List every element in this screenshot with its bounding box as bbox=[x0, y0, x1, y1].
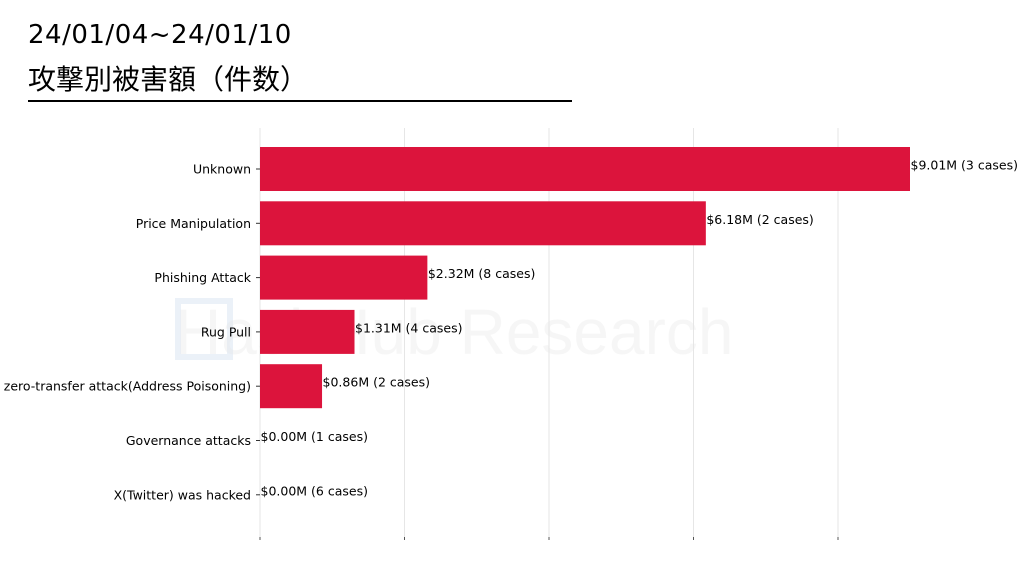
bar-3 bbox=[260, 309, 355, 354]
data-label-6: $0.00M (6 cases) bbox=[261, 483, 368, 498]
data-label-1: $6.18M (2 cases) bbox=[706, 212, 813, 227]
bar-4 bbox=[260, 364, 323, 409]
category-label-6: X(Twitter) was hacked bbox=[114, 487, 251, 502]
category-label-4: zero-transfer attack(Address Poisoning) bbox=[4, 379, 251, 394]
bar-2 bbox=[260, 255, 428, 300]
category-label-2: Phishing Attack bbox=[154, 270, 251, 285]
category-label-5: Governance attacks bbox=[126, 433, 251, 448]
category-label-3: Rug Pull bbox=[201, 324, 251, 339]
chart-title: 攻撃別被害額（件数） bbox=[28, 63, 309, 96]
data-label-0: $9.01M (3 cases) bbox=[911, 158, 1018, 173]
title-underline bbox=[28, 100, 572, 102]
category-label-1: Price Manipulation bbox=[136, 216, 251, 231]
bar-1 bbox=[260, 201, 706, 246]
bar-0 bbox=[260, 147, 910, 191]
date-range-title: 24/01/04~24/01/10 bbox=[28, 20, 292, 50]
data-label-5: $0.00M (1 cases) bbox=[261, 429, 368, 444]
data-label-3: $1.31M (4 cases) bbox=[355, 320, 462, 335]
data-label-4: $0.86M (2 cases) bbox=[323, 375, 430, 390]
data-label-2: $2.32M (8 cases) bbox=[428, 266, 535, 281]
category-label-0: Unknown bbox=[193, 162, 251, 177]
watermark-logo-icon bbox=[175, 298, 233, 360]
